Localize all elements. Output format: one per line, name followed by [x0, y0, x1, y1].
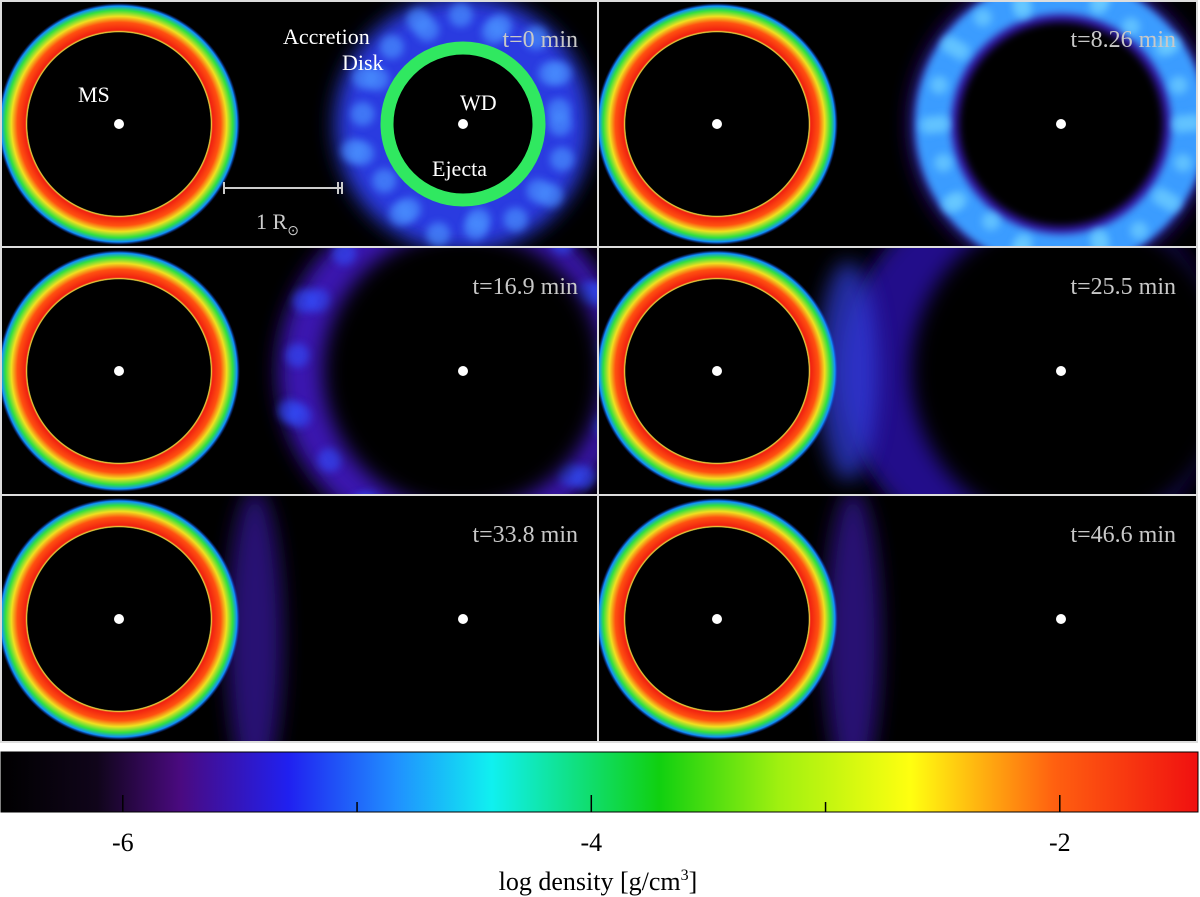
gas-clump [586, 282, 598, 307]
gas-clump [1152, 187, 1171, 206]
time-label: t=0 min [502, 27, 578, 53]
gas-clump [557, 462, 582, 487]
time-label: t=46.6 min [1070, 522, 1176, 548]
gas-clump [317, 447, 342, 472]
gas-clump [426, 222, 451, 247]
gas-clump [930, 76, 949, 95]
scale-bar [223, 182, 343, 194]
ms-label: MS [78, 82, 110, 107]
panel: t=46.6 min [598, 495, 1176, 742]
gas-clump [341, 139, 366, 164]
wd-center [458, 366, 468, 376]
annotations: MS Accretion Disk WD Ejecta 1 R⊙ [78, 24, 497, 239]
panel: t=25.5 min [598, 247, 1196, 494]
gas-clump [488, 13, 513, 38]
colorbar-ticks: -6 -4 -2 [112, 795, 1071, 857]
gas-clump [389, 201, 414, 226]
gas [825, 495, 881, 742]
panel: t=8.26 min [598, 0, 1196, 247]
scale-label: 1 R⊙ [256, 209, 299, 239]
wd-center [1056, 614, 1066, 624]
ejecta-ring [380, 41, 546, 207]
gas-clump [1183, 113, 1196, 132]
time-label: t=8.26 min [1070, 27, 1176, 53]
gas-clump [372, 168, 397, 193]
gas-clump [1011, 240, 1029, 247]
gas-clump [547, 61, 572, 86]
gas-clump [1162, 35, 1181, 54]
gas-clump [932, 115, 950, 133]
tick-label: -2 [1049, 828, 1071, 857]
inner-void [911, 247, 1196, 494]
gas-clump [365, 66, 390, 91]
time-label: t=16.9 min [472, 274, 578, 300]
time-label: t=25.5 min [1070, 274, 1176, 300]
gas-clump [524, 25, 549, 50]
stream [818, 261, 878, 481]
wd-label: WD [460, 90, 497, 115]
gas-clump [547, 98, 572, 123]
panels: t=0 min t=8.26 min t=16.9 min t=25.5 min t=3… [0, 0, 1196, 742]
gas-clump [951, 42, 970, 61]
gas-clump [973, 8, 992, 27]
ms-center [114, 614, 124, 624]
ms-center [712, 614, 722, 624]
panel: t=0 min [0, 0, 591, 247]
ms-center [114, 119, 124, 129]
tick-label: -4 [580, 828, 602, 857]
ms-center [114, 366, 124, 376]
wd-center [1056, 366, 1066, 376]
gas-clump [550, 247, 574, 255]
wd-center [458, 614, 468, 624]
panel: t=33.8 min [0, 495, 578, 742]
gas-clump [285, 343, 310, 368]
gas-clump [1091, 236, 1110, 247]
ms-center [712, 119, 722, 129]
gas-clump [934, 153, 953, 172]
time-label: t=33.8 min [472, 522, 578, 548]
gas-clump [463, 216, 488, 241]
gas-clump [941, 194, 960, 213]
gas-clump [1130, 221, 1149, 240]
gas-clump [1012, 0, 1031, 12]
gas-clump [306, 288, 331, 313]
panel: t=16.9 min [0, 247, 598, 494]
gas-clump [549, 147, 574, 172]
gas-clump [332, 247, 357, 266]
disk-label: Disk [342, 50, 384, 75]
stream [227, 495, 283, 742]
gas-clump [1173, 153, 1192, 172]
tick-label: -6 [112, 828, 134, 857]
wd-center [458, 119, 468, 129]
colorbar-label: log density [g/cm3] [499, 867, 698, 896]
stream [825, 495, 881, 742]
ejecta-label: Ejecta [432, 156, 487, 181]
gas-clump [415, 17, 440, 42]
gas-clump [379, 34, 404, 59]
gas [818, 247, 1196, 494]
gas-clump [1169, 76, 1188, 95]
gas-clump [1122, 17, 1141, 36]
gas-clump [526, 178, 551, 203]
gas-clump [448, 3, 473, 28]
wd-center [1056, 119, 1066, 129]
gas [227, 495, 283, 742]
gas-clump [277, 399, 302, 424]
gas-clump [981, 212, 1000, 231]
gas-clump [503, 207, 528, 232]
panel-borders [0, 0, 1198, 743]
accretion-label: Accretion [283, 24, 370, 49]
colorbar [0, 751, 1199, 813]
gas-clump [350, 101, 375, 126]
gas-clump [358, 493, 361, 494]
gas-clump [361, 490, 378, 494]
ms-center [712, 366, 722, 376]
